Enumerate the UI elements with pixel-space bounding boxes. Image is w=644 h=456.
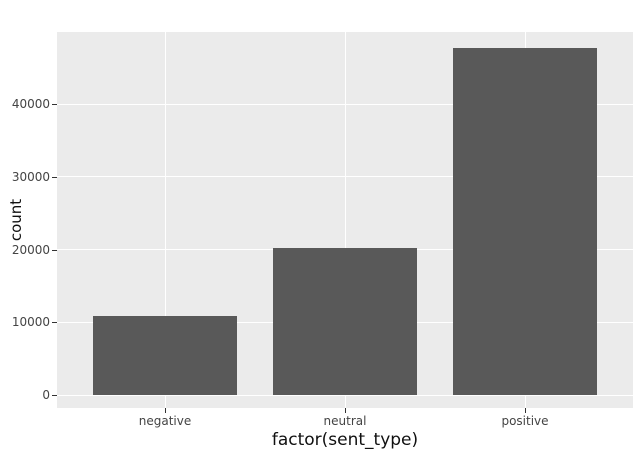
y-axis-title: count [7,198,25,242]
bar [93,315,237,395]
x-tick-mark [345,408,346,413]
x-gridline [164,32,166,408]
y-tick-label: 40000 [11,97,50,111]
x-gridline [344,32,346,408]
x-tick-mark [525,408,526,413]
y-tick-mark [52,322,57,324]
x-axis-title: factor(sent_type) [271,430,419,450]
x-tick-label: negative [138,414,192,428]
y-tick-mark [52,104,57,105]
y-tick-label: 10000 [11,315,50,330]
x-tick-label: neutral [323,414,367,428]
bar [453,47,597,395]
y-tick-label: 30000 [11,169,50,184]
bar [273,248,417,395]
x-tick-label: positive [501,414,549,428]
x-tick-mark [165,408,166,413]
y-tick-mark [52,249,57,251]
y-tick-label: 20000 [11,242,50,257]
y-tick-label: 0 [42,388,50,402]
y-tick-mark [52,395,57,396]
y-tick-mark [52,176,57,178]
plot-panel [57,32,633,408]
